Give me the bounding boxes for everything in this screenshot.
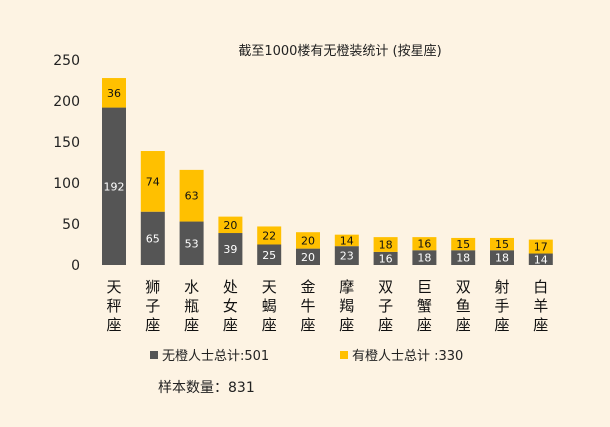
- category-label: 天蝎座: [262, 278, 277, 334]
- bar-segment: [334, 234, 359, 247]
- legend-label-orange: 有橙人士总计 :330: [352, 349, 463, 364]
- bar-segment: [179, 221, 204, 265]
- bar-value-label: 15: [456, 238, 470, 251]
- bar-segment: [412, 250, 437, 265]
- bar-segment: [102, 78, 126, 108]
- bar-segment: [257, 226, 282, 245]
- bar-segment: [451, 250, 476, 265]
- legend-swatch-no-orange: [150, 351, 158, 359]
- bar-value-label: 53: [185, 237, 199, 250]
- bar-value-label: 20: [301, 234, 315, 247]
- bar-segment: [490, 237, 514, 251]
- bar-segment: [218, 216, 243, 234]
- sample-size: 样本数量：831: [158, 380, 255, 396]
- bar-segment: [218, 233, 243, 265]
- y-tick-label: 100: [53, 176, 80, 192]
- legend-swatch-orange: [340, 351, 348, 359]
- y-tick-label: 50: [62, 217, 80, 233]
- category-label: 处女座: [223, 278, 238, 334]
- y-tick-label: 200: [53, 94, 80, 110]
- bar-value-label: 14: [534, 253, 548, 266]
- category-label: 金牛座: [300, 278, 315, 334]
- bar-value-label: 65: [146, 232, 160, 245]
- bar-segment: [257, 244, 282, 265]
- category-label: 狮子座: [145, 278, 160, 334]
- y-tick-label: 250: [53, 53, 80, 69]
- bar-segment: [412, 237, 437, 251]
- category-label: 白羊座: [533, 278, 548, 334]
- legend-label-no-orange: 无橙人士总计:501: [162, 349, 269, 364]
- bar-segment: [451, 237, 476, 251]
- bar-value-label: 192: [104, 180, 125, 193]
- bar-value-label: 16: [417, 238, 431, 251]
- y-tick-label: 0: [71, 258, 80, 274]
- category-labels: 天秤座 狮子座 水瓶座 处女座 天蝎座 金牛座 摩羯座 双子座 巨蟹座 双鱼座 射手座 白羊座: [106, 278, 548, 334]
- bar-value-label: 18: [495, 252, 509, 265]
- bar-segment: [334, 246, 359, 265]
- bar-segment: [296, 232, 320, 249]
- bar-value-label: 15: [495, 238, 509, 251]
- bar-value-label: 20: [223, 219, 237, 232]
- category-label: 双子座: [378, 278, 393, 334]
- legend: 无橙人士总计:501 有橙人士总计 :330: [150, 349, 463, 364]
- bars: 1923665745363392025222020231416181816181…: [102, 78, 553, 266]
- category-label: 天秤座: [106, 278, 121, 334]
- bar-segment: [528, 253, 553, 265]
- bar-value-label: 63: [185, 190, 199, 203]
- bar-segment: [102, 107, 126, 265]
- category-label: 射手座: [494, 278, 509, 334]
- category-label: 双鱼座: [456, 278, 471, 334]
- category-label: 巨蟹座: [417, 278, 432, 334]
- bar-value-label: 14: [340, 234, 354, 247]
- bar-value-label: 23: [340, 250, 354, 263]
- bar-segment: [296, 248, 320, 265]
- bar-value-label: 16: [379, 252, 393, 265]
- category-label: 水瓶座: [184, 278, 199, 334]
- bar-segment: [373, 251, 398, 265]
- bar-value-label: 20: [301, 251, 315, 264]
- y-tick-label: 150: [53, 135, 80, 151]
- bar-value-label: 74: [146, 175, 160, 188]
- bar-value-label: 25: [262, 249, 276, 262]
- bar-value-label: 36: [107, 87, 121, 100]
- chart-title: 截至1000楼有无橙装统计 (按星座): [238, 44, 441, 59]
- bar-segment: [528, 239, 553, 254]
- bar-value-label: 18: [456, 252, 470, 265]
- bar-segment: [490, 250, 514, 265]
- bar-value-label: 39: [223, 243, 237, 256]
- category-label: 摩羯座: [339, 278, 354, 334]
- bar-value-label: 18: [379, 239, 393, 252]
- bar-segment: [373, 237, 398, 252]
- bar-segment: [179, 169, 204, 222]
- bar-value-label: 22: [262, 229, 276, 242]
- bar-value-label: 18: [417, 252, 431, 265]
- bar-segment: [140, 151, 165, 212]
- y-axis: 0 50 100 150 200 250: [53, 53, 80, 274]
- bar-value-label: 17: [534, 241, 548, 254]
- bar-segment: [140, 211, 165, 265]
